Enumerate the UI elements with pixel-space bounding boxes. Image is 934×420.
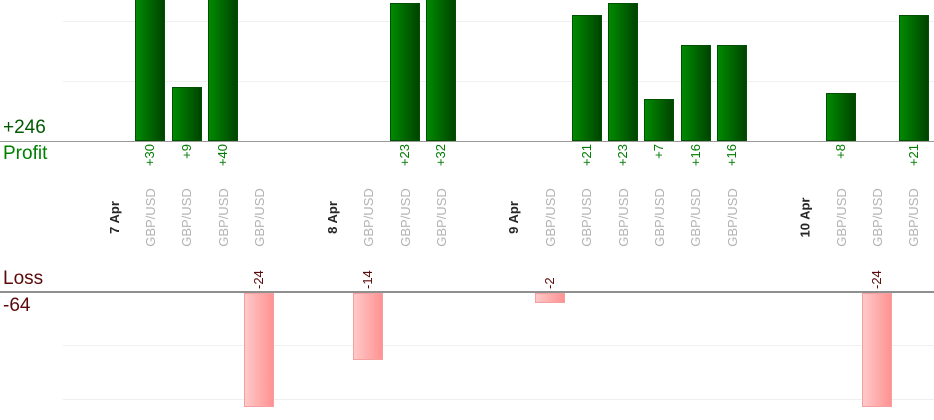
bar-value-label: +16 [687,144,703,167]
loss-bar[interactable] [244,293,275,407]
gridline [63,399,934,400]
bar-value-label: +23 [614,144,630,167]
gridline [63,21,934,22]
profit-axis-label: Profit [3,143,48,164]
symbol-label-text: GBP/USD [433,187,449,247]
profit-bar[interactable] [426,0,457,141]
bar-value-label: +21 [905,144,921,167]
loss-axis-line [0,291,934,293]
bar-value-label: +23 [396,144,412,167]
bar-value-label: -24 [251,270,267,289]
profit-bar[interactable] [135,0,166,141]
profit-bar[interactable] [571,15,602,141]
loss-total-label: -64 [3,295,31,316]
profit-bar[interactable] [898,15,929,141]
profit-bar[interactable] [826,93,856,141]
profit-axis-line [0,141,934,142]
profit-bar[interactable] [389,3,420,141]
bar-value-label: +7 [651,144,667,159]
bar-value-label: -2 [542,277,558,289]
profit-bar[interactable] [208,0,239,141]
symbol-label-text: GBP/USD [724,187,740,247]
bar-value-label: +21 [578,144,594,167]
bar-value-label: -24 [869,270,885,289]
loss-bar[interactable] [353,293,384,360]
loss-bar[interactable] [535,293,566,303]
gridline [63,345,934,346]
profit-bar[interactable] [680,45,711,141]
profit-bar[interactable] [644,99,675,141]
profit-bar[interactable] [607,3,638,141]
symbol-label-text: GBP/USD [251,187,267,247]
bar-value-label: +32 [433,144,449,167]
gridline [63,81,934,82]
bar-value-label: +30 [142,144,158,167]
bar-value-label: +40 [215,144,231,167]
profit-bar[interactable] [171,87,202,141]
bar-value-label: +8 [833,144,848,159]
bar-value-label: -14 [360,270,376,289]
profit-total-label: +246 [3,117,46,138]
loss-bar[interactable] [862,293,893,407]
profit-bar[interactable] [716,45,747,141]
symbol-label-text: GBP/USD [906,187,922,247]
bar-value-label: +16 [723,144,739,167]
bar-value-label: +9 [178,144,194,159]
loss-axis-label: Loss [3,268,44,289]
symbol-label: GBP/USD [869,172,934,262]
